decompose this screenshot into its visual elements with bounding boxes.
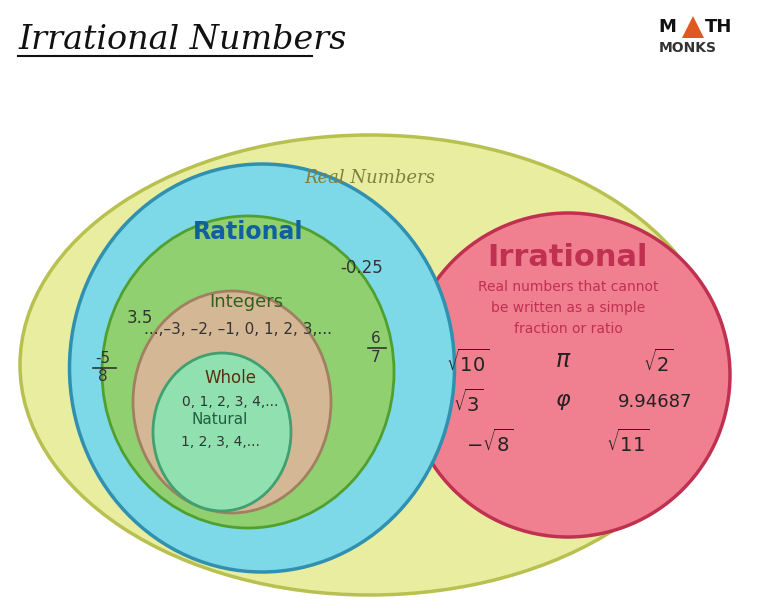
Text: $\sqrt{2}$: $\sqrt{2}$	[643, 348, 674, 376]
Ellipse shape	[406, 213, 730, 537]
Text: Real Numbers: Real Numbers	[305, 169, 435, 187]
Text: 6: 6	[371, 331, 381, 346]
Text: -5: -5	[95, 351, 111, 366]
Text: Irrational Numbers: Irrational Numbers	[18, 24, 346, 56]
Text: $\sqrt{3}$: $\sqrt{3}$	[452, 389, 483, 415]
Polygon shape	[682, 16, 704, 38]
Ellipse shape	[20, 135, 720, 595]
Text: Integers: Integers	[209, 293, 283, 311]
Text: Real numbers that cannot
be written as a simple
fraction or ratio: Real numbers that cannot be written as a…	[478, 280, 658, 335]
Text: $\varphi$: $\varphi$	[554, 392, 571, 412]
Text: -0.25: -0.25	[341, 259, 383, 277]
Text: 1, 2, 3, 4,...: 1, 2, 3, 4,...	[180, 435, 260, 449]
Ellipse shape	[69, 164, 455, 572]
Text: $-\sqrt{8}$: $-\sqrt{8}$	[466, 428, 514, 456]
Text: Irrational: Irrational	[488, 244, 648, 273]
Text: $\sqrt{10}$: $\sqrt{10}$	[446, 348, 489, 376]
Text: Rational: Rational	[193, 220, 303, 244]
Text: 7: 7	[371, 350, 381, 365]
Text: Natural: Natural	[192, 412, 248, 428]
Text: ...,–3, –2, –1, 0, 1, 2, 3,...: ...,–3, –2, –1, 0, 1, 2, 3,...	[144, 323, 332, 337]
Ellipse shape	[133, 291, 331, 513]
Ellipse shape	[102, 216, 394, 528]
Text: MONKS: MONKS	[659, 41, 717, 55]
Ellipse shape	[153, 353, 291, 511]
Text: 3.5: 3.5	[127, 309, 153, 327]
Text: 9.94687: 9.94687	[617, 393, 692, 411]
Text: M: M	[658, 18, 676, 36]
Text: $\sqrt{11}$: $\sqrt{11}$	[607, 428, 650, 456]
Text: Whole: Whole	[204, 369, 256, 387]
Text: 8: 8	[98, 369, 108, 384]
Text: 0, 1, 2, 3, 4,...: 0, 1, 2, 3, 4,...	[182, 395, 278, 409]
Text: $\pi$: $\pi$	[554, 348, 571, 372]
Text: TH: TH	[705, 18, 733, 36]
